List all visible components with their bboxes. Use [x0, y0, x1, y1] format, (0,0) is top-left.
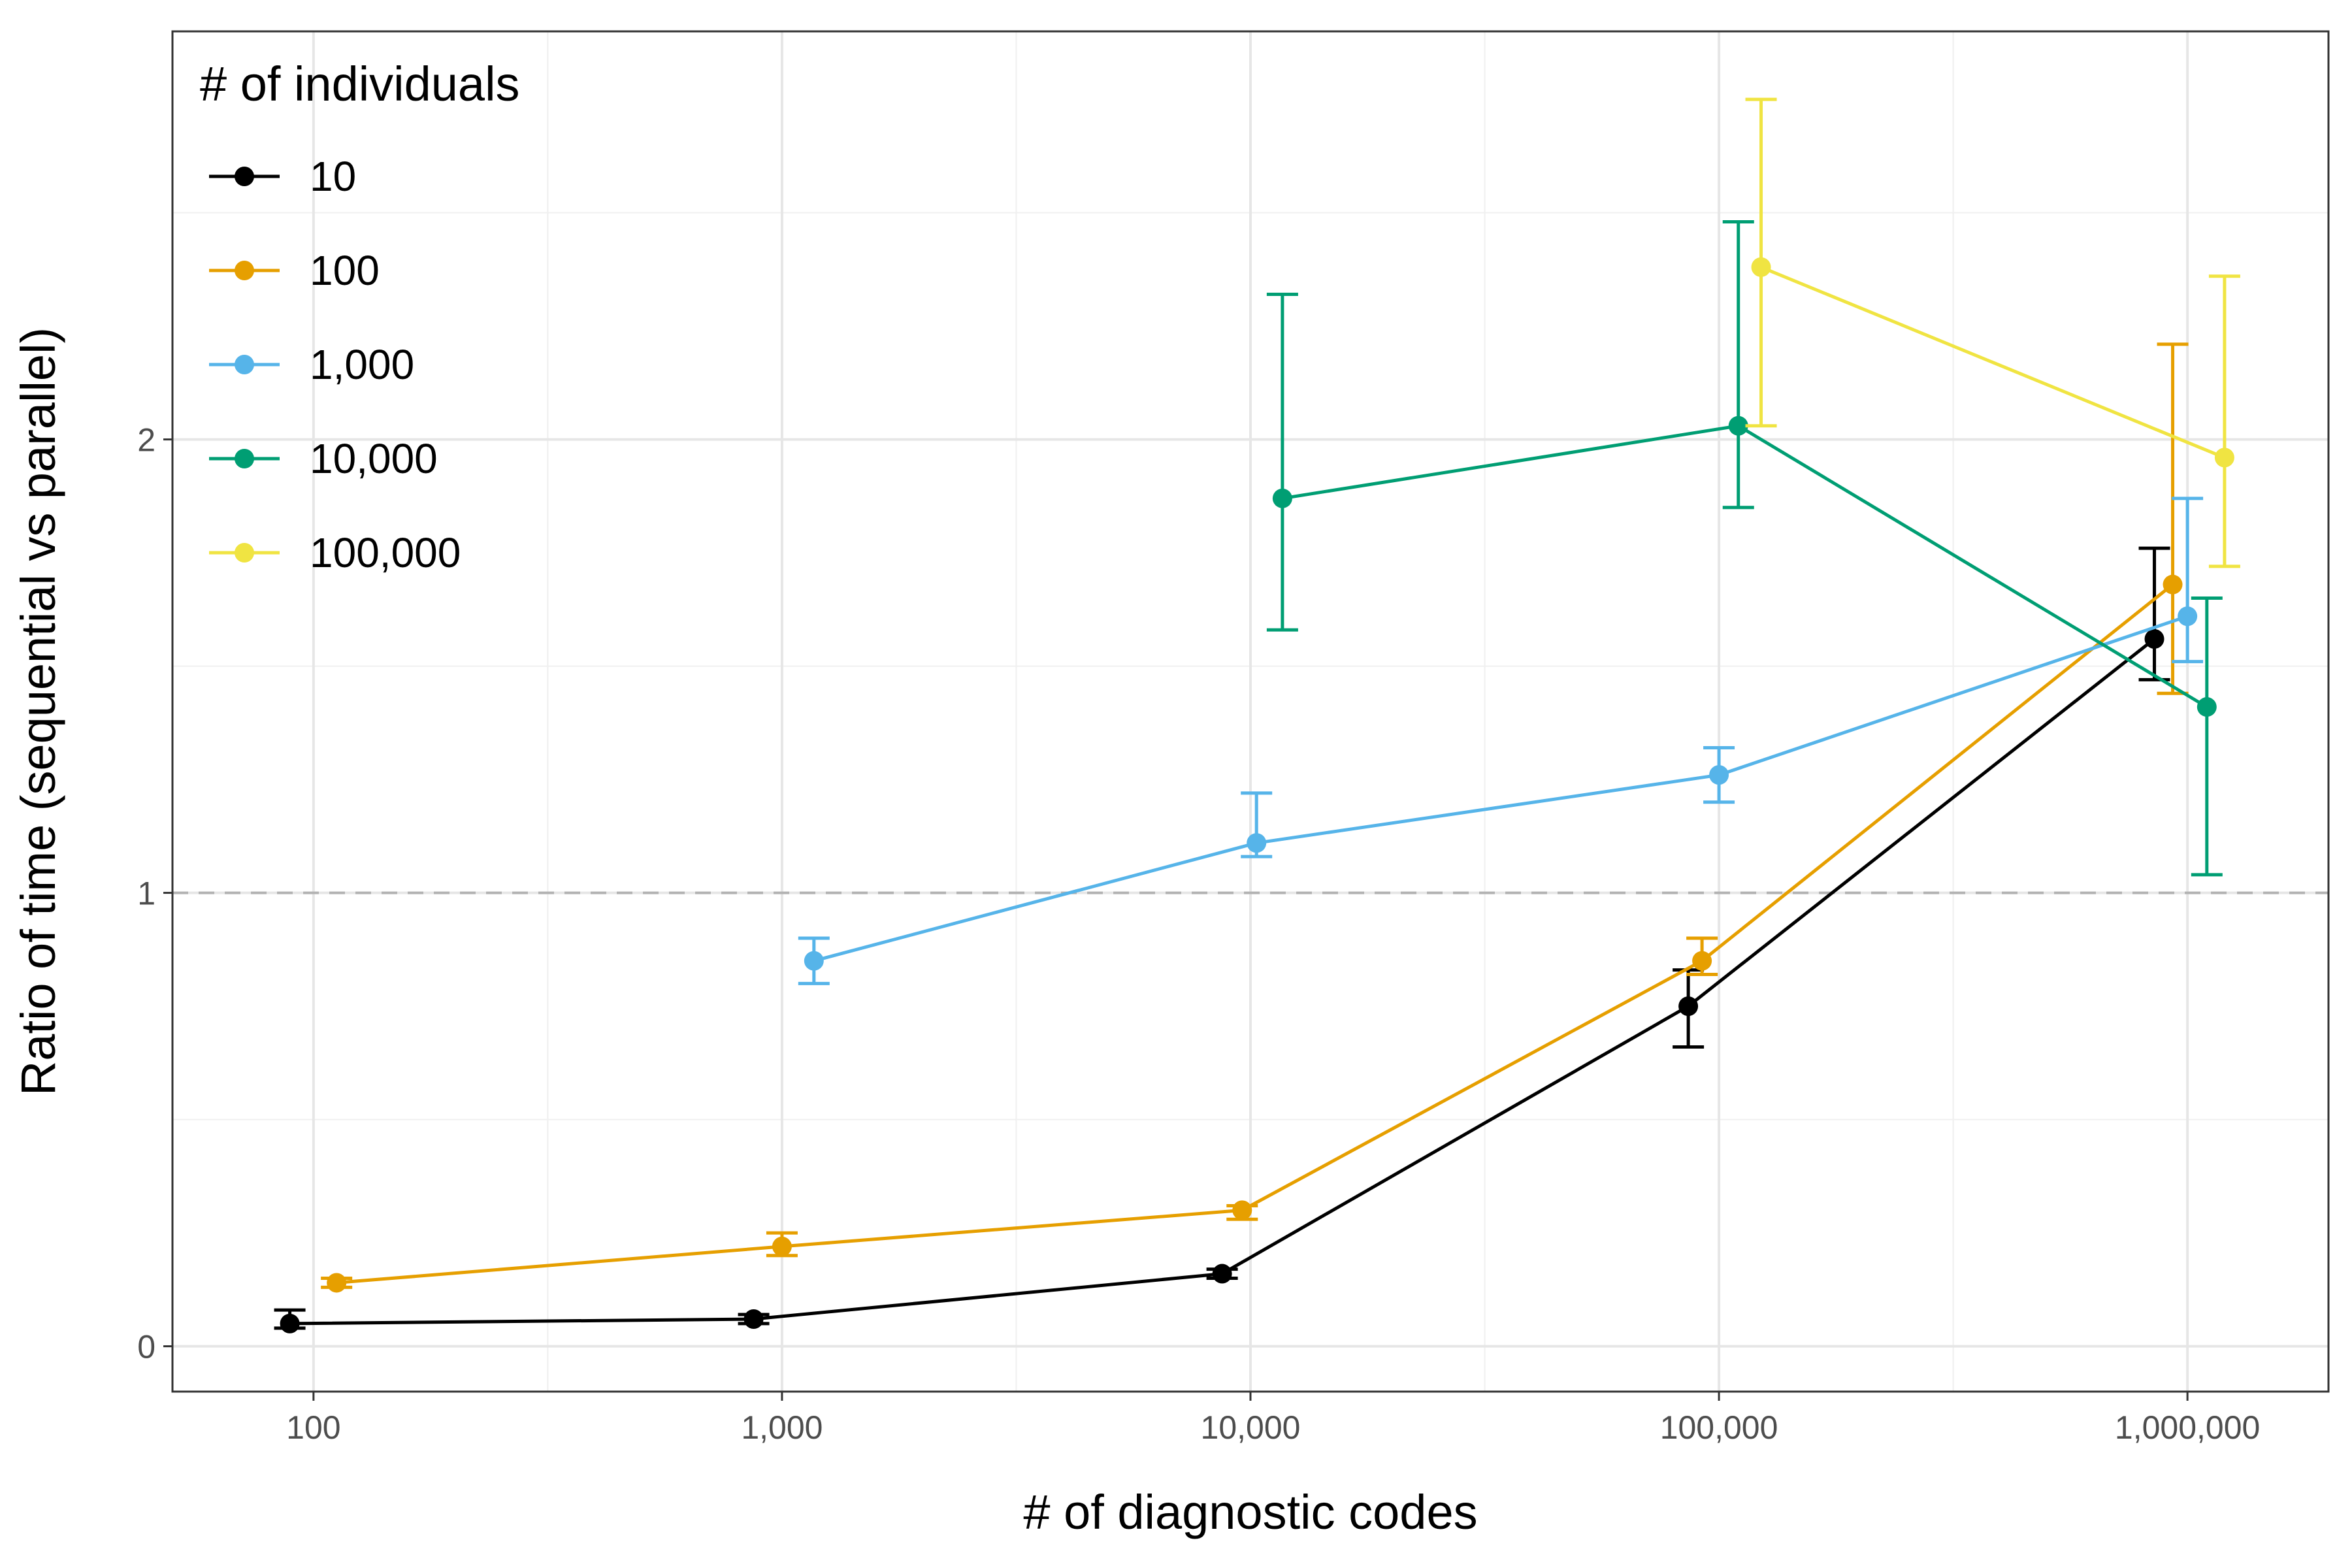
data-point: [1678, 996, 1699, 1017]
data-point: [1709, 765, 1729, 785]
error-bar: [2191, 596, 2223, 877]
data-point: [1728, 416, 1748, 436]
data-point: [2214, 448, 2234, 468]
series-line: [813, 614, 2188, 963]
legend-item-10000: 10,000: [209, 435, 438, 482]
x-tick-label: 1,000,000: [2115, 1409, 2260, 1446]
legend-key-point: [235, 449, 254, 468]
legend-key-point: [235, 261, 254, 280]
series-1000: [798, 497, 2204, 985]
legend-item-100: 100: [209, 247, 380, 294]
legend-key-point: [235, 167, 254, 186]
error-bar: [2208, 274, 2240, 568]
data-point: [280, 1313, 300, 1333]
x-tick-label: 100,000: [1660, 1409, 1778, 1446]
error-bar: [1266, 293, 1298, 632]
data-point: [327, 1273, 347, 1293]
x-tick-label: 1,000: [741, 1409, 823, 1446]
error-bar: [1722, 220, 1754, 510]
y-axis: 0 1 2: [137, 422, 172, 1365]
series-layer: [274, 97, 2240, 1333]
data-point: [2197, 697, 2217, 717]
legend-label: 10: [310, 153, 356, 200]
legend-item-100000: 100,000: [209, 529, 461, 576]
legend-label: 100: [310, 247, 380, 294]
series-100000: [1745, 97, 2240, 568]
data-point: [1232, 1200, 1252, 1220]
series-100: [321, 342, 2189, 1293]
x-tick-label: 100: [286, 1409, 340, 1446]
legend-item-10: 10: [209, 153, 356, 200]
y-tick-label: 2: [137, 422, 155, 459]
y-tick-label: 1: [137, 875, 155, 912]
legend-title: # of individuals: [200, 57, 520, 111]
series-line: [1760, 265, 2225, 459]
data-point: [2144, 629, 2164, 649]
y-axis-title: Ratio of time (sequential vs parallel): [11, 327, 65, 1096]
y-tick-label: 0: [137, 1329, 155, 1365]
legend-item-1000: 1,000: [209, 341, 414, 388]
data-point: [1212, 1264, 1232, 1284]
data-point: [2163, 574, 2183, 595]
legend-label: 100,000: [310, 529, 461, 576]
x-axis: 100 1,000 10,000 100,000 1,000,000: [286, 1392, 2260, 1446]
series-10000: [1266, 220, 2223, 877]
data-point: [1692, 951, 1712, 971]
legend-key-point: [235, 355, 254, 374]
data-point: [1272, 488, 1292, 508]
error-bar: [2138, 546, 2170, 681]
data-point: [743, 1309, 764, 1329]
series-10: [274, 546, 2170, 1333]
legend-key-point: [235, 543, 254, 563]
data-point: [772, 1236, 792, 1256]
data-point: [2178, 606, 2198, 627]
legend-label: 1,000: [310, 341, 414, 388]
data-point: [804, 951, 824, 971]
x-tick-label: 10,000: [1201, 1409, 1301, 1446]
legend-label: 10,000: [310, 435, 438, 482]
x-axis-title: # of diagnostic codes: [1023, 1485, 1477, 1539]
data-point: [1247, 833, 1267, 853]
legend-items: 10 100 1,000 10,000 100,000: [209, 153, 461, 576]
legend: # of individuals 10 100 1,000 10,000 100,000: [200, 57, 520, 576]
error-bar: [2172, 497, 2204, 664]
data-point: [1751, 257, 1771, 277]
